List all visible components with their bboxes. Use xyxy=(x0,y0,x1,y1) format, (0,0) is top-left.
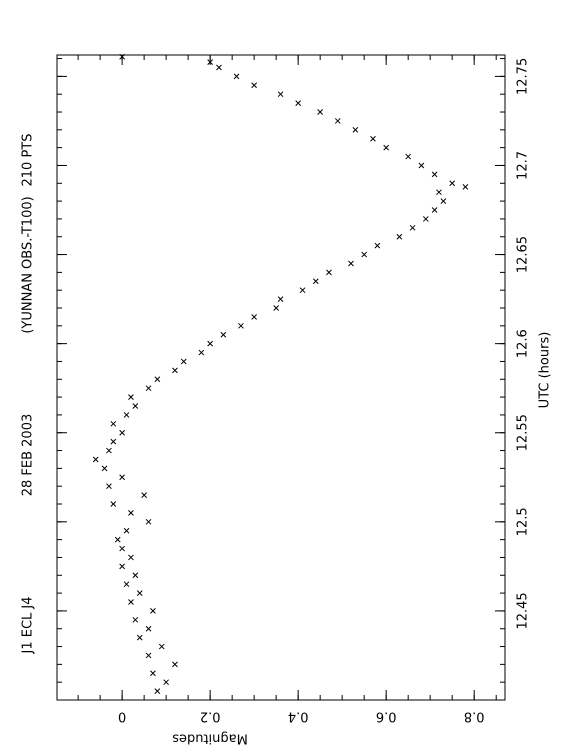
x-tick-label: 12.75 xyxy=(516,58,531,95)
data-point xyxy=(119,53,125,60)
data-point xyxy=(132,403,139,409)
data-point xyxy=(436,189,442,196)
data-point xyxy=(370,135,376,142)
data-point xyxy=(277,296,284,302)
data-point xyxy=(207,340,214,347)
data-point xyxy=(101,465,108,472)
plot-frame xyxy=(56,54,506,701)
data-point xyxy=(172,661,178,668)
data-point xyxy=(334,118,341,124)
data-point xyxy=(119,474,125,481)
x-tick-label: 12.45 xyxy=(516,592,531,629)
data-point xyxy=(299,287,306,294)
data-point xyxy=(92,456,99,463)
data-point xyxy=(198,349,205,356)
data-point xyxy=(422,216,429,222)
data-point xyxy=(114,536,121,543)
data-point xyxy=(312,278,319,285)
y-tick-label: 0.8 xyxy=(464,709,485,724)
y-axis-label: Magnitudes xyxy=(172,731,248,746)
x-axis-label: UTC (hours) xyxy=(538,332,553,409)
data-point xyxy=(449,180,456,187)
data-point xyxy=(352,126,359,133)
data-point xyxy=(106,483,112,490)
x-tick-label: 12.6 xyxy=(516,329,531,358)
y-tick-label: 0 xyxy=(118,709,126,724)
data-point xyxy=(106,447,112,454)
annotation: J1 ECL J4 xyxy=(21,596,36,654)
data-point xyxy=(145,652,152,659)
data-point xyxy=(119,429,125,436)
data-point xyxy=(110,501,117,507)
data-point xyxy=(180,358,187,365)
data-point xyxy=(119,545,125,552)
data-point xyxy=(150,608,156,614)
data-point xyxy=(136,590,143,596)
data-point xyxy=(172,367,178,374)
data-point xyxy=(136,634,143,641)
data-point xyxy=(405,153,412,160)
data-point xyxy=(150,670,156,677)
data-point xyxy=(220,331,227,338)
data-point xyxy=(123,581,130,588)
data-point xyxy=(374,242,381,249)
data-point xyxy=(348,260,354,267)
data-point xyxy=(251,314,258,320)
data-point xyxy=(132,572,139,579)
data-point xyxy=(317,109,324,115)
data-point xyxy=(163,679,169,686)
data-point xyxy=(396,233,403,240)
data-point xyxy=(418,162,425,169)
data-point xyxy=(431,207,438,213)
data-point xyxy=(251,82,258,89)
data-point xyxy=(128,554,134,561)
data-point xyxy=(216,64,222,71)
x-tick-label: 12.65 xyxy=(516,236,531,273)
data-point xyxy=(123,412,130,418)
data-point xyxy=(154,376,161,383)
data-point xyxy=(409,224,416,231)
annotation: (YUNNAN OBS.-T100) xyxy=(21,196,36,333)
data-point xyxy=(440,198,447,204)
data-point xyxy=(273,305,280,311)
data-point xyxy=(119,563,125,570)
data-point xyxy=(145,518,152,525)
data-point xyxy=(145,385,152,392)
data-point xyxy=(110,438,117,445)
annotation: 210 PTS xyxy=(21,134,36,187)
y-tick-label: 0.6 xyxy=(376,709,397,724)
y-tick-label: 0.2 xyxy=(200,709,221,724)
y-tick-label: 0.4 xyxy=(288,709,309,724)
data-point xyxy=(145,625,152,632)
data-point xyxy=(462,183,469,190)
data-point xyxy=(141,492,147,498)
data-point xyxy=(326,269,332,276)
data-point xyxy=(238,322,244,329)
data-point xyxy=(383,144,390,151)
annotation: 28 FEB 2003 xyxy=(21,414,36,497)
data-point xyxy=(128,510,134,516)
data-point xyxy=(207,59,214,65)
data-point xyxy=(128,394,134,400)
data-point xyxy=(154,688,161,694)
data-point xyxy=(233,73,240,80)
data-point xyxy=(128,599,134,605)
data-point xyxy=(123,527,130,534)
x-tick-label: 12.5 xyxy=(516,507,531,536)
x-tick-label: 12.55 xyxy=(516,414,531,451)
x-tick-label: 12.7 xyxy=(516,151,531,180)
data-point xyxy=(132,616,139,623)
data-point xyxy=(277,91,284,98)
data-point xyxy=(158,643,165,650)
data-point xyxy=(431,171,438,178)
data-point xyxy=(110,420,117,427)
data-point xyxy=(295,100,302,106)
data-point xyxy=(361,251,368,258)
